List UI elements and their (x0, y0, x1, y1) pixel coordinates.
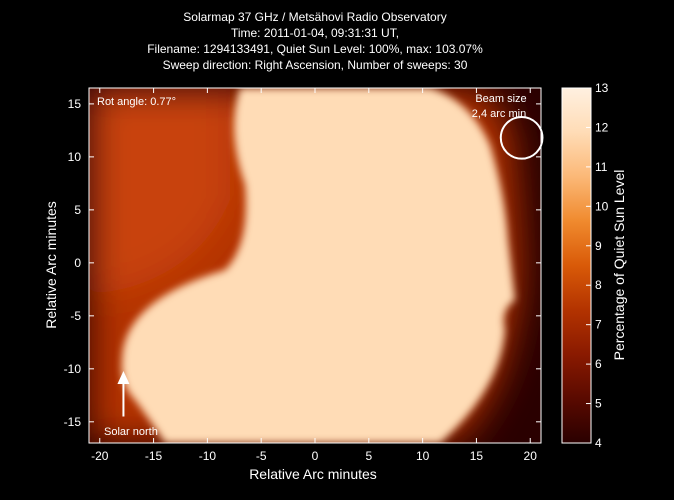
north-arrow-head (117, 370, 130, 384)
colorbar-tick-label: 10 (595, 199, 609, 213)
solar-north-label: Solar north (104, 426, 158, 438)
y-tick-label: -5 (70, 309, 81, 323)
colorbar-axis: 4 5 6 7 8 9 10 11 12 13 (586, 81, 609, 450)
colorbar-tick-label: 13 (595, 81, 609, 95)
beam-size-circle (499, 115, 544, 160)
y-tick-label: 15 (68, 97, 82, 111)
colorbar (561, 87, 592, 444)
colorbar-tick-label: 11 (595, 160, 608, 174)
beam-size-label: Beam size (475, 93, 526, 105)
x-axis: -20 -15 -10 -5 0 5 10 15 20 (91, 88, 537, 463)
heatmap-image (89, 88, 541, 443)
chart-title: Solarmap 37 GHz / Metsähovi Radio Observ… (147, 10, 483, 72)
colorbar-tick-label: 5 (595, 397, 602, 411)
y-tick-label: 10 (68, 150, 82, 164)
x-tick-label: 20 (524, 449, 538, 463)
title-line-4: Sweep direction: Right Ascension, Number… (163, 58, 468, 72)
colorbar-tick-label: 6 (595, 357, 602, 371)
x-tick-label: -15 (145, 449, 163, 463)
beam-size-value: 2,4 arc min (472, 108, 526, 120)
x-tick-label: 5 (365, 449, 372, 463)
x-tick-label: 0 (312, 449, 319, 463)
heatmap-solar-disk (121, 88, 515, 443)
y-tick-label: -15 (64, 415, 82, 429)
colorbar-tick-label: 7 (595, 318, 602, 332)
x-tick-label: -20 (91, 449, 109, 463)
y-axis: -15 -10 -5 0 5 10 15 (64, 97, 541, 429)
title-line-2: Time: 2011-01-04, 09:31:31 UT, (231, 26, 399, 40)
title-line-1: Solarmap 37 GHz / Metsähovi Radio Observ… (183, 10, 446, 24)
y-axis-label: Relative Arc minutes (43, 201, 59, 329)
x-tick-label: 10 (416, 449, 430, 463)
x-axis-label: Relative Arc minutes (249, 466, 377, 482)
y-tick-label: -10 (64, 362, 82, 376)
rot-angle-label: Rot angle: 0.77° (97, 96, 176, 108)
solar-north-arrow (117, 370, 130, 417)
x-tick-label: -5 (256, 449, 267, 463)
y-tick-label: 5 (74, 203, 81, 217)
colorbar-tick-label: 8 (595, 278, 602, 292)
colorbar-tick-label: 9 (595, 239, 602, 253)
x-tick-label: -10 (199, 449, 217, 463)
colorbar-tick-label: 12 (595, 120, 609, 134)
y-tick-label: 0 (74, 256, 81, 270)
colorbar-tick-label: 4 (595, 436, 602, 450)
colorbar-label: Percentage of Quiet Sun Level (611, 170, 627, 361)
title-line-3: Filename: 1294133491, Quiet Sun Level: 1… (147, 42, 483, 56)
x-tick-label: 15 (470, 449, 484, 463)
